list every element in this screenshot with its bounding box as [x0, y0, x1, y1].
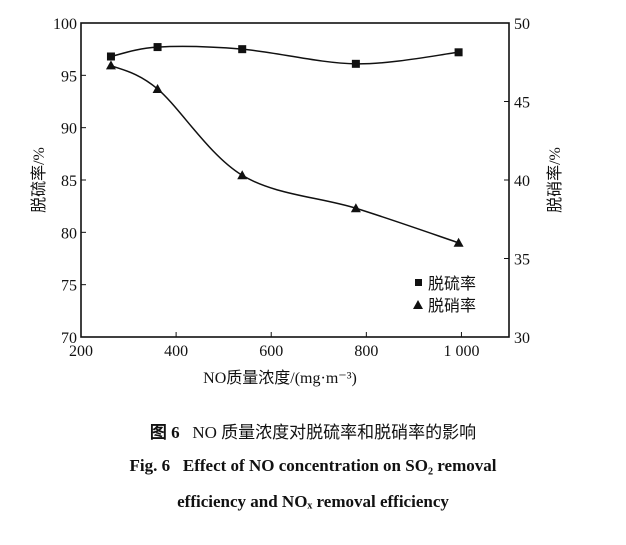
triangle-marker: [237, 170, 248, 180]
y-left-tick-label: 95: [61, 68, 77, 85]
y-left-tick-label: 75: [61, 278, 77, 295]
y-right-axis-label: 脱硝率/%: [546, 147, 564, 213]
y-right-tick-label: 35: [514, 252, 530, 269]
legend-label: 脱硝率: [428, 297, 476, 315]
x-axis-label: NO质量浓度/(mg·m⁻³): [203, 369, 357, 387]
y-left-tick-label: 85: [61, 173, 77, 190]
square-marker: [238, 45, 247, 54]
legend-label: 脱硫率: [428, 275, 476, 293]
caption-cn: 图 6 NO 质量浓度对脱硫率和脱硝率的影响: [0, 418, 626, 443]
triangle-marker: [152, 83, 163, 93]
x-tick-label: 800: [354, 343, 378, 360]
y-left-tick-label: 70: [61, 330, 77, 347]
legend-square-icon: [415, 279, 422, 286]
square-marker: [106, 52, 115, 61]
x-tick-label: 400: [164, 343, 188, 360]
y-right-tick-label: 30: [514, 330, 530, 347]
y-left-tick-label: 100: [53, 16, 77, 33]
caption-cn-text: NO 质量浓度对脱硫率和脱硝率的影响: [192, 423, 477, 442]
triangle-marker: [453, 237, 464, 247]
caption-en-1: Fig. 6 Effect of NO concentration on SO₂…: [0, 456, 626, 476]
chart: 200 400 600 800 1 000 70 75 80 85 90 95 100 30 35 40 45…: [30, 16, 564, 387]
series-line-2: [110, 64, 459, 244]
y-right-tick-label: 50: [514, 16, 530, 33]
caption-en-label: Fig. 6: [129, 456, 171, 475]
series-line-1: [110, 45, 459, 65]
y-left-axis-label: 脱硫率/%: [30, 147, 48, 213]
legend-triangle-icon: [413, 300, 423, 309]
square-marker: [153, 43, 162, 52]
square-marker: [454, 48, 463, 57]
caption-en-line1: Effect of NO concentration on SO₂ remova…: [182, 456, 497, 475]
caption-en-line2: efficiency and NOₓ removal efficiency: [177, 492, 449, 511]
x-tick-label: 1 000: [443, 343, 479, 360]
triangle-marker: [105, 60, 116, 70]
caption-cn-label: 图 6: [149, 423, 180, 442]
triangle-marker: [350, 203, 361, 213]
y-left-tick-label: 90: [61, 121, 77, 138]
x-tick-label: 600: [259, 343, 283, 360]
y-left-tick-label: 80: [61, 225, 77, 242]
square-marker: [351, 59, 360, 68]
y-right-tick-label: 45: [514, 95, 530, 112]
y-right-tick-label: 40: [514, 173, 530, 190]
x-tick-label: 200: [69, 343, 93, 360]
